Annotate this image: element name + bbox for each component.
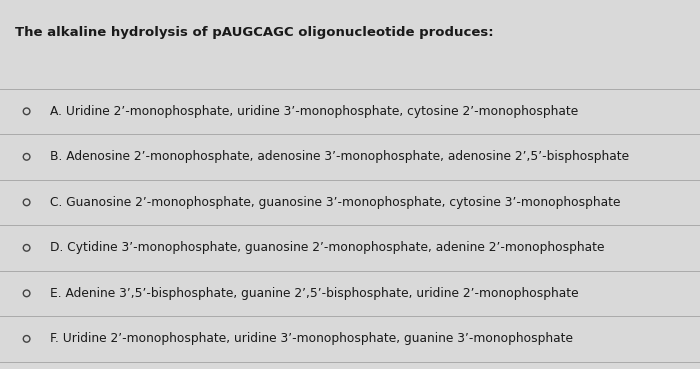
Text: F. Uridine 2’-monophosphate, uridine 3’-monophosphate, guanine 3’-monophosphate: F. Uridine 2’-monophosphate, uridine 3’-…	[50, 332, 573, 345]
Text: E. Adenine 3’,5’-bisphosphate, guanine 2’,5’-bisphosphate, uridine 2’-monophosph: E. Adenine 3’,5’-bisphosphate, guanine 2…	[50, 287, 579, 300]
Text: A. Uridine 2’-monophosphate, uridine 3’-monophosphate, cytosine 2’-monophosphate: A. Uridine 2’-monophosphate, uridine 3’-…	[50, 105, 579, 118]
Text: The alkaline hydrolysis of pAUGCAGC oligonucleotide produces:: The alkaline hydrolysis of pAUGCAGC olig…	[15, 26, 494, 39]
Text: C. Guanosine 2’-monophosphate, guanosine 3’-monophosphate, cytosine 3’-monophosp: C. Guanosine 2’-monophosphate, guanosine…	[50, 196, 621, 209]
Text: B. Adenosine 2’-monophosphate, adenosine 3’-monophosphate, adenosine 2’,5’-bisph: B. Adenosine 2’-monophosphate, adenosine…	[50, 150, 629, 163]
Text: D. Cytidine 3’-monophosphate, guanosine 2’-monophosphate, adenine 2’-monophospha: D. Cytidine 3’-monophosphate, guanosine …	[50, 241, 605, 254]
